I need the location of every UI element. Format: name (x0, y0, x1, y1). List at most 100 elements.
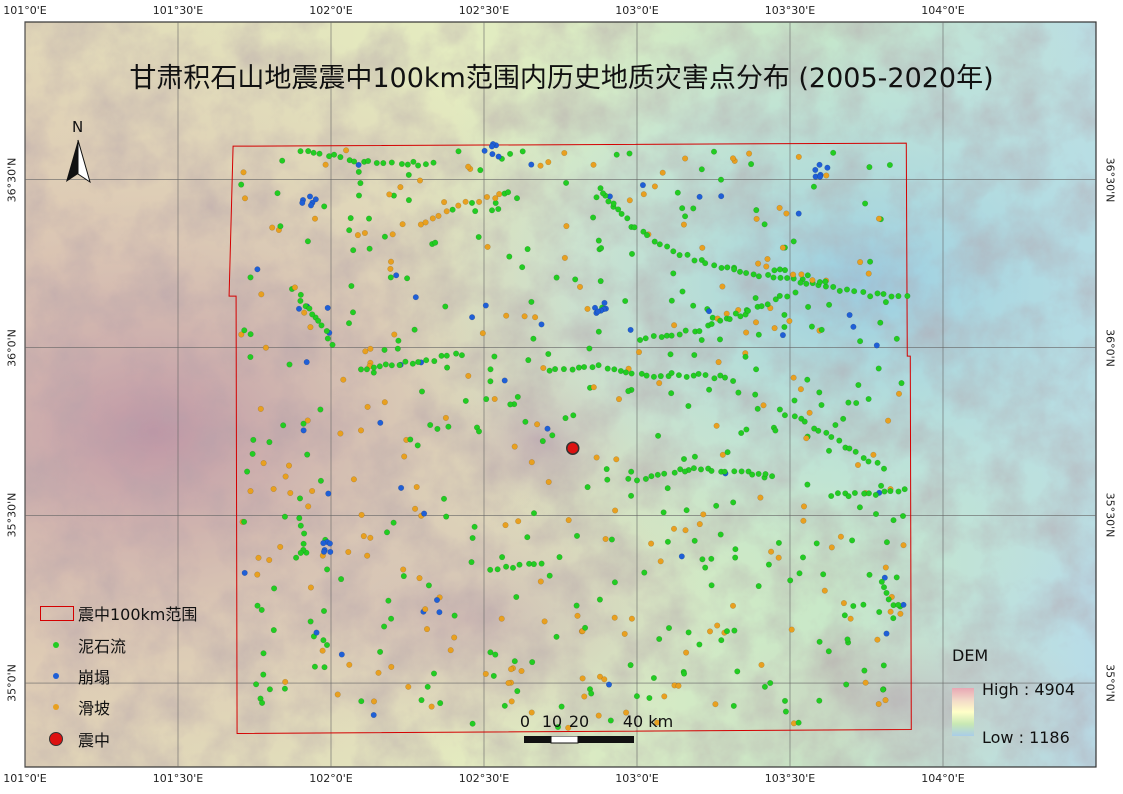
debris-flow-point (625, 475, 632, 482)
debris-flow-point (404, 275, 411, 282)
debris-flow-point (348, 283, 355, 290)
debris-flow-point (850, 603, 857, 610)
debris-flow-point (880, 291, 887, 298)
debris-flow-point (317, 477, 324, 484)
debris-flow-point (813, 540, 820, 547)
collapse-point (308, 202, 315, 209)
collapse-point (312, 196, 319, 203)
debris-flow-point (681, 456, 688, 463)
landslide-point (595, 712, 602, 719)
landslide-point (847, 615, 854, 622)
debris-flow-point (708, 467, 715, 474)
legend-label-buffer: 震中100km范围 (78, 605, 198, 624)
collapse-point (538, 321, 545, 328)
debris-flow-point (297, 495, 304, 502)
landslide-point (707, 628, 714, 635)
landslide-point (713, 422, 720, 429)
landslide-point (441, 199, 448, 206)
debris-flow-point (574, 532, 581, 539)
landslide-point (623, 709, 630, 716)
debris-flow-point (455, 148, 462, 155)
debris-flow-point (629, 250, 636, 257)
debris-flow-point (595, 362, 602, 369)
debris-flow-point (855, 382, 862, 389)
landslide-point (874, 636, 881, 643)
debris-flow-point (650, 333, 657, 340)
landslide-point (876, 215, 883, 222)
debris-flow-point (718, 264, 725, 271)
debris-flow-point (419, 388, 426, 395)
landslide-point (865, 270, 872, 277)
debris-flow-point (604, 365, 611, 372)
collapse-point (850, 323, 857, 330)
collapse-point (303, 359, 310, 366)
landslide-point (511, 443, 518, 450)
latitude-tick-label: 35°30'N (1103, 492, 1117, 538)
collapse-point (779, 332, 786, 339)
landslide-point (801, 503, 808, 510)
landslide-point (887, 608, 894, 615)
debris-flow-point (830, 283, 837, 290)
debris-flow-point (664, 243, 671, 250)
debris-flow-point (826, 301, 833, 308)
debris-flow-point (676, 331, 683, 338)
longitude-tick-label: 104°0'E (921, 772, 965, 785)
debris-flow-point (581, 364, 588, 371)
debris-flow-point (676, 252, 683, 259)
debris-flow-point (742, 353, 749, 360)
landslide-point (282, 473, 289, 480)
debris-flow-point (300, 540, 307, 547)
debris-flow-point (617, 368, 624, 375)
debris-flow-point (765, 561, 772, 568)
landslide-point (682, 527, 689, 534)
debris-flow-point (398, 160, 405, 167)
landslide-point (255, 554, 262, 561)
landslide-point (388, 663, 395, 670)
debris-flow-point (682, 213, 689, 220)
debris-flow-point (791, 413, 798, 420)
landslide-point (417, 221, 424, 228)
debris-flow-point (445, 423, 452, 430)
debris-flow-point (682, 468, 689, 475)
landslide-point (730, 155, 737, 162)
debris-flow-point (731, 266, 738, 273)
debris-flow-point (797, 279, 804, 286)
latitude-tick-label: 36°0'N (1103, 328, 1117, 367)
debris-flow-point (528, 298, 535, 305)
landslide-point (334, 691, 341, 698)
debris-flow-point (363, 366, 370, 373)
debris-flow-point (782, 267, 789, 274)
landslide-point (305, 503, 312, 510)
landslide-point (797, 386, 804, 393)
longitude-tick-label: 103°0'E (615, 772, 659, 785)
debris-flow-point (790, 238, 797, 245)
debris-flow-point (469, 535, 476, 542)
debris-flow-point (781, 311, 788, 318)
collapse-point (696, 193, 703, 200)
debris-flow-point (815, 427, 822, 434)
debris-flow-point (492, 651, 499, 658)
debris-flow-point (818, 326, 825, 333)
debris-flow-point (691, 453, 698, 460)
debris-flow-point (846, 445, 853, 452)
landslide-point (563, 223, 570, 230)
landslide-point (682, 155, 689, 162)
debris-flow-point (324, 642, 331, 649)
debris-flow-point (754, 405, 761, 412)
debris-flow-point (573, 602, 580, 609)
landslide-point (345, 549, 352, 556)
debris-flow-point (825, 648, 832, 655)
landslide-point (521, 313, 528, 320)
debris-flow-point (749, 471, 756, 478)
landslide-point (584, 305, 591, 312)
debris-flow-point (698, 466, 705, 473)
debris-flow-point (346, 320, 353, 327)
collapse-point (883, 630, 890, 637)
landslide-point (266, 557, 273, 564)
debris-flow-point (530, 335, 537, 342)
landslide-point (371, 698, 378, 705)
debris-flow-point (874, 459, 881, 466)
debris-flow-point (901, 486, 908, 493)
debris-flow-point (514, 688, 521, 695)
debris-flow-point (644, 232, 651, 239)
